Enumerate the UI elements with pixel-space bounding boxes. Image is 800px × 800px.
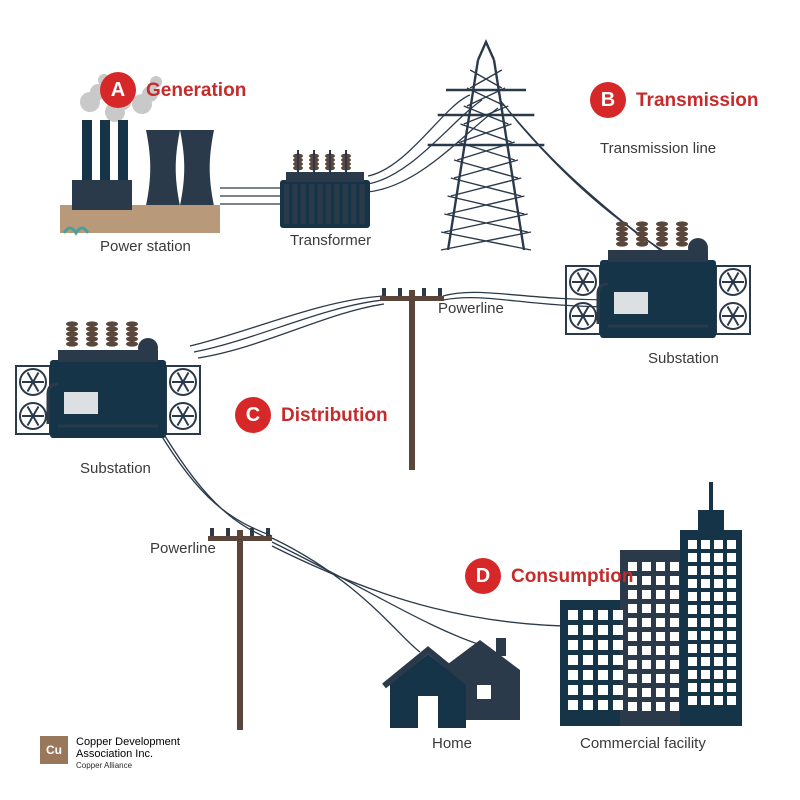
stage-letter: C [246, 404, 260, 427]
illustrations-layer [0, 0, 800, 800]
label-commercial-facility: Commercial facility [580, 735, 706, 752]
stage-title-generation: Generation [146, 80, 246, 102]
label-transmission-line: Transmission line [600, 140, 716, 157]
label-substation-left: Substation [80, 460, 151, 477]
logo-line1: Copper Development [76, 736, 180, 749]
stage-badge-b: B [590, 82, 626, 118]
logo-text: Copper Development Association Inc. Copp… [76, 736, 180, 770]
stage-title-consumption: Consumption [511, 566, 633, 588]
electricity-grid-infographic: A Generation B Transmission C Distributi… [0, 0, 800, 800]
label-home: Home [432, 735, 472, 752]
stage-badge-d: D [465, 558, 501, 594]
copper-alliance-logo: Cu Copper Development Association Inc. C… [40, 736, 180, 770]
label-powerline-upper: Powerline [438, 300, 504, 317]
label-substation-right: Substation [648, 350, 719, 367]
stage-title-distribution: Distribution [281, 405, 388, 427]
label-transformer: Transformer [290, 232, 371, 249]
stage-title-transmission: Transmission [636, 90, 759, 112]
label-powerline-lower: Powerline [150, 540, 216, 557]
stage-letter: D [476, 565, 490, 588]
logo-cu-square: Cu [40, 736, 68, 764]
logo-line2: Association Inc. [76, 748, 180, 761]
logo-symbol: Cu [46, 743, 62, 757]
stage-letter: A [111, 79, 125, 102]
label-power-station: Power station [100, 238, 191, 255]
stage-badge-c: C [235, 397, 271, 433]
stage-badge-a: A [100, 72, 136, 108]
logo-line3: Copper Alliance [76, 761, 180, 770]
stage-letter: B [601, 89, 615, 112]
